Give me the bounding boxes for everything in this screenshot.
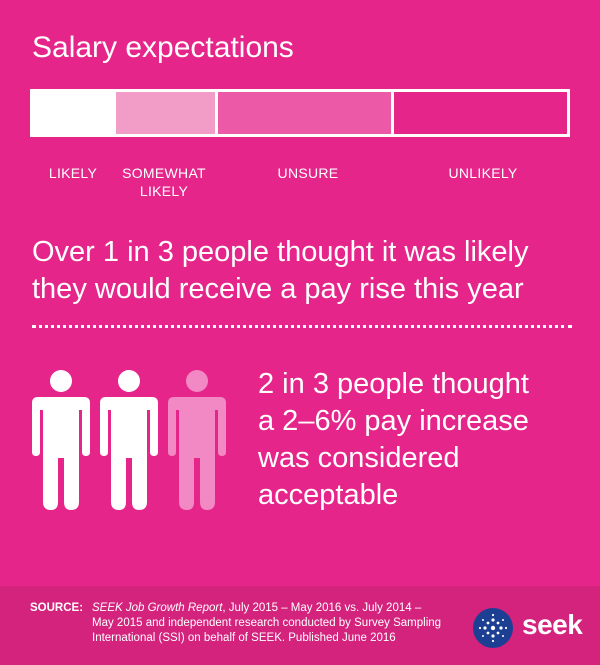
source-report-title: SEEK Job Growth Report [92,602,223,614]
stat-line-4: acceptable [258,479,399,511]
scale-label-text: SOMEWHAT [122,165,206,181]
stat-line-1: 2 in 3 people thought [258,368,529,400]
seek-logo-text: seek [522,609,583,640]
stat-line-3: was considered [258,442,460,474]
dotted-divider [32,325,572,328]
source-label: SOURCE: [30,602,84,614]
stat-line-2: a 2–6% pay increase [258,405,529,437]
person-icon [32,370,90,510]
stat-text: 2 in 3 people thought a 2–6% pay increas… [258,366,578,514]
scale-segment-unsure [214,92,391,134]
scale-segment-somewhat-likely [113,92,215,134]
person-icon [100,370,158,510]
scale-label-text: LIKELY [48,165,98,181]
scale-segment-unlikely [390,92,567,134]
infographic-title: Salary expectations [32,31,294,64]
scale-label-text: UNSURE [277,165,339,181]
scale-label-text-line2: LIKELY [139,183,189,199]
scale-label-likely: LIKELY [40,164,106,182]
scale-label-text: UNLIKELY [448,165,518,181]
scale-label-somewhat-likely: SOMEWHAT LIKELY [112,164,216,200]
seek-logo: seek [470,607,583,648]
source-text-2: May 2015 and independent research conduc… [92,617,442,629]
people-pictogram [32,370,232,510]
salary-expectation-scale [30,89,570,137]
headline: Over 1 in 3 people thought it was likely… [32,236,529,305]
scale-label-unsure: UNSURE [256,164,360,182]
source-note: SOURCE: SEEK Job Growth Report, July 2015… [30,601,470,646]
scale-segment-likely [33,92,114,134]
person-icon [168,370,226,510]
source-text-3: International (SSI) on behalf of SEEK. P… [92,632,396,644]
scale-label-unlikely: UNLIKELY [428,164,538,182]
source-text-1: , July 2015 – May 2016 vs. July 2014 – [222,602,422,614]
seek-star-logo-icon [473,608,513,648]
